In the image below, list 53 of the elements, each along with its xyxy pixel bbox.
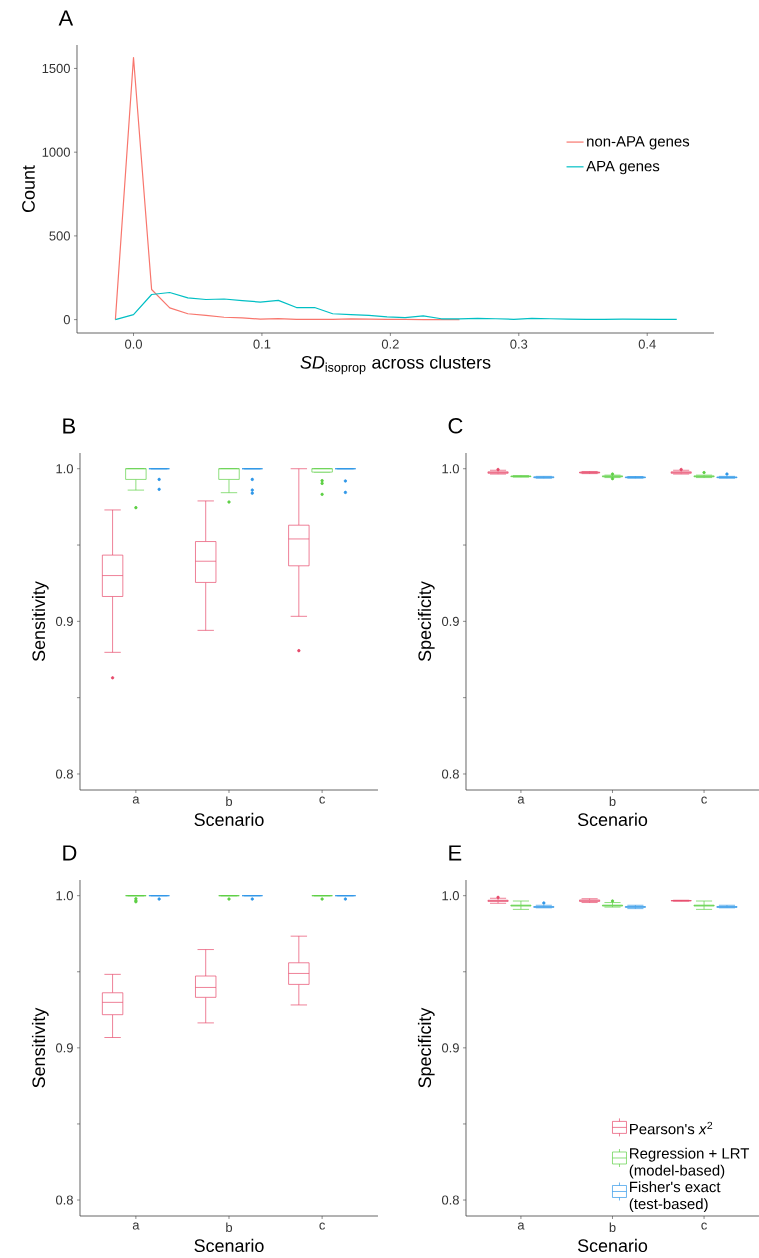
y-axis-title: Count	[21, 165, 35, 213]
x-axis-title: Scenario	[194, 812, 264, 827]
x-tick-label: a	[132, 1222, 140, 1230]
x-tick-label: a	[517, 1222, 525, 1230]
y-tick-label: 0.8	[441, 1195, 459, 1205]
y-axis-title: Specificity	[417, 1007, 435, 1088]
x-tick-label: c	[319, 796, 325, 804]
chart-title: E	[449, 845, 462, 861]
legend-label: Regression + LRT (model-based)	[629, 1147, 749, 1179]
y-tick-label: 1.0	[56, 464, 73, 474]
y-tick-label: 0.8	[55, 769, 73, 779]
legend-label: Pearson's x$^{2}$	[629, 1121, 712, 1135]
x-tick-label: 0.4	[638, 339, 656, 349]
y-tick-label: 500	[49, 231, 70, 241]
y-axis-title: Specificity	[417, 581, 435, 662]
y-tick-label: 0.9	[55, 1043, 73, 1053]
y-tick-label: 0.9	[441, 616, 459, 626]
x-axis-title: Scenario	[194, 1238, 264, 1253]
x-tick-label: b	[609, 1222, 616, 1233]
x-tick-label: 0.3	[510, 339, 528, 349]
x-tick-label: b	[226, 1222, 232, 1233]
x-tick-label: 0.0	[124, 339, 142, 349]
x-tick-label: a	[132, 796, 140, 804]
legend-label: APA genes	[585, 160, 660, 175]
x-axis-title: SD$_{isoprop}$ across clusters	[300, 355, 491, 375]
chart-title: C	[448, 417, 463, 434]
chart-title: A	[58, 10, 73, 26]
x-tick-label: c	[701, 796, 707, 804]
legend-label: non-APA genes	[586, 136, 689, 150]
y-tick-label: 1.0	[56, 891, 73, 901]
y-tick-label: 1.0	[442, 464, 459, 474]
x-tick-label: 0.1	[253, 339, 271, 349]
x-tick-label: c	[701, 1222, 707, 1230]
y-axis-title: Sensitivity	[31, 581, 49, 662]
y-tick-label: 1500	[42, 63, 70, 74]
y-tick-label: 1.0	[442, 891, 459, 901]
x-tick-label: 0.2	[381, 339, 399, 349]
x-axis-title: Scenario	[577, 1238, 647, 1253]
y-tick-label: 0	[63, 315, 70, 325]
x-tick-label: c	[319, 1222, 325, 1230]
y-tick-label: 0.8	[55, 1195, 73, 1205]
y-tick-label: 0.8	[441, 769, 459, 779]
y-axis-title: Sensitivity	[31, 1007, 49, 1088]
y-tick-label: 1000	[42, 147, 70, 157]
x-tick-label: a	[517, 796, 525, 804]
legend-label: Fisher's exact (test-based)	[629, 1181, 721, 1213]
chart-title: B	[63, 418, 75, 434]
chart-title: D	[63, 845, 77, 861]
x-tick-label: b	[609, 796, 616, 807]
y-tick-label: 0.9	[55, 616, 73, 626]
x-axis-title: Scenario	[577, 812, 647, 827]
x-tick-label: b	[226, 796, 232, 807]
y-tick-label: 0.9	[441, 1043, 459, 1053]
